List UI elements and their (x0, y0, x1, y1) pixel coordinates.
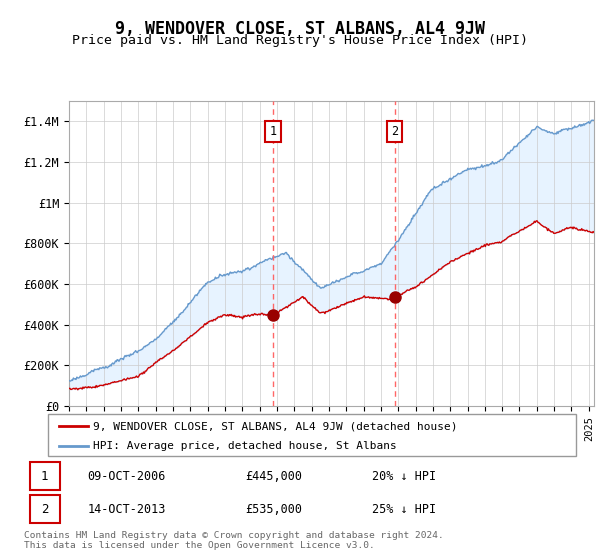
FancyBboxPatch shape (29, 496, 60, 523)
FancyBboxPatch shape (29, 463, 60, 490)
Text: 1: 1 (269, 125, 277, 138)
Text: £445,000: £445,000 (245, 470, 302, 483)
Text: Contains HM Land Registry data © Crown copyright and database right 2024.
This d: Contains HM Land Registry data © Crown c… (24, 531, 444, 550)
Text: 2: 2 (391, 125, 398, 138)
Text: 09-OCT-2006: 09-OCT-2006 (88, 470, 166, 483)
Text: 2: 2 (41, 503, 49, 516)
Text: 9, WENDOVER CLOSE, ST ALBANS, AL4 9JW (detached house): 9, WENDOVER CLOSE, ST ALBANS, AL4 9JW (d… (93, 421, 457, 431)
Text: HPI: Average price, detached house, St Albans: HPI: Average price, detached house, St A… (93, 441, 397, 451)
Text: 25% ↓ HPI: 25% ↓ HPI (372, 503, 436, 516)
Text: Price paid vs. HM Land Registry's House Price Index (HPI): Price paid vs. HM Land Registry's House … (72, 34, 528, 46)
FancyBboxPatch shape (48, 414, 576, 456)
Text: 9, WENDOVER CLOSE, ST ALBANS, AL4 9JW: 9, WENDOVER CLOSE, ST ALBANS, AL4 9JW (115, 20, 485, 38)
Text: £535,000: £535,000 (245, 503, 302, 516)
Text: 14-OCT-2013: 14-OCT-2013 (88, 503, 166, 516)
Text: 1: 1 (41, 470, 49, 483)
Text: 20% ↓ HPI: 20% ↓ HPI (372, 470, 436, 483)
